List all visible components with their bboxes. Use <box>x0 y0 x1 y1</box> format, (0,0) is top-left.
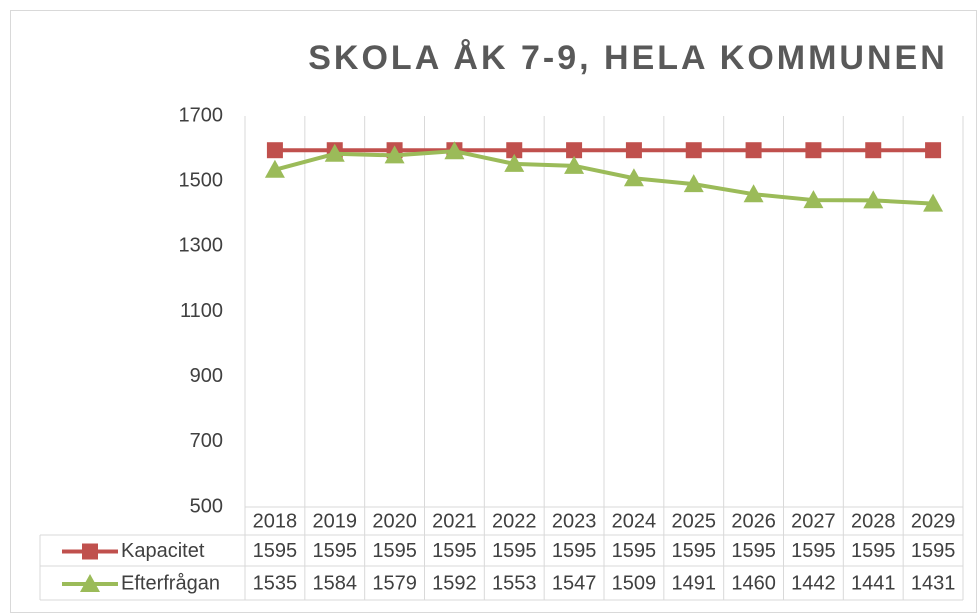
table-value: 1592 <box>432 572 477 594</box>
legend-marker <box>82 543 98 560</box>
marker <box>743 184 764 203</box>
table-value: 1491 <box>672 572 717 594</box>
table-value: 1595 <box>731 540 776 562</box>
marker <box>625 142 642 159</box>
marker <box>266 142 283 159</box>
marker <box>745 142 762 159</box>
marker <box>925 142 942 159</box>
table-value: 1547 <box>552 572 597 594</box>
marker <box>685 142 702 159</box>
marker <box>264 159 285 178</box>
chart-title: SKOLA ÅK 7-9, HELA KOMMUNEN <box>308 39 948 77</box>
y-tick-label: 1700 <box>179 104 224 126</box>
marker <box>805 142 822 159</box>
x-tick-label: 2021 <box>432 510 477 532</box>
y-tick-label: 700 <box>190 430 223 452</box>
y-tick-label: 1500 <box>179 169 224 191</box>
marker <box>865 142 882 159</box>
x-tick-label: 2019 <box>313 510 358 532</box>
table-value: 1595 <box>492 540 537 562</box>
table-value: 1595 <box>253 540 298 562</box>
marker <box>803 190 824 209</box>
marker <box>506 142 523 159</box>
marker <box>623 168 644 187</box>
marker <box>683 174 704 193</box>
marker <box>564 155 585 174</box>
table-value: 1595 <box>372 540 417 562</box>
chart-border <box>10 10 977 613</box>
table-value: 1595 <box>672 540 717 562</box>
table-value: 1441 <box>851 572 896 594</box>
table-value: 1460 <box>731 572 776 594</box>
marker <box>566 142 583 159</box>
x-tick-label: 2029 <box>911 510 956 532</box>
table-value: 1595 <box>911 540 956 562</box>
table-value: 1595 <box>612 540 657 562</box>
table-value: 1442 <box>791 572 836 594</box>
y-tick-label: 1100 <box>180 300 223 322</box>
table-value: 1595 <box>851 540 896 562</box>
legend-label: Kapacitet <box>121 540 205 562</box>
table-value: 1431 <box>911 572 956 594</box>
x-tick-label: 2027 <box>791 510 836 532</box>
table-value: 1584 <box>313 572 358 594</box>
table-value: 1595 <box>432 540 477 562</box>
x-tick-label: 2028 <box>851 510 896 532</box>
table-value: 1595 <box>791 540 836 562</box>
table-value: 1509 <box>612 572 657 594</box>
series-line <box>274 149 934 206</box>
marker <box>324 143 345 162</box>
x-tick-label: 2025 <box>672 510 717 532</box>
y-tick-label: 900 <box>190 365 223 387</box>
table-value: 1595 <box>313 540 358 562</box>
table-value: 1595 <box>552 540 597 562</box>
marker <box>923 193 944 212</box>
x-tick-label: 2022 <box>492 510 537 532</box>
x-tick-label: 2018 <box>253 510 298 532</box>
legend-label: Efterfrågan <box>121 572 220 594</box>
y-tick-label: 1300 <box>179 235 224 257</box>
x-tick-label: 2020 <box>372 510 417 532</box>
x-tick-label: 2023 <box>552 510 597 532</box>
marker <box>384 145 405 164</box>
y-tick-label: 500 <box>190 495 223 517</box>
marker <box>504 153 525 172</box>
x-tick-label: 2024 <box>612 510 657 532</box>
table-value: 1579 <box>372 572 417 594</box>
x-tick-label: 2026 <box>731 510 776 532</box>
marker <box>444 141 465 160</box>
marker <box>863 190 884 209</box>
legend-marker <box>80 574 100 592</box>
table-value: 1535 <box>253 572 298 594</box>
table-value: 1553 <box>492 572 537 594</box>
